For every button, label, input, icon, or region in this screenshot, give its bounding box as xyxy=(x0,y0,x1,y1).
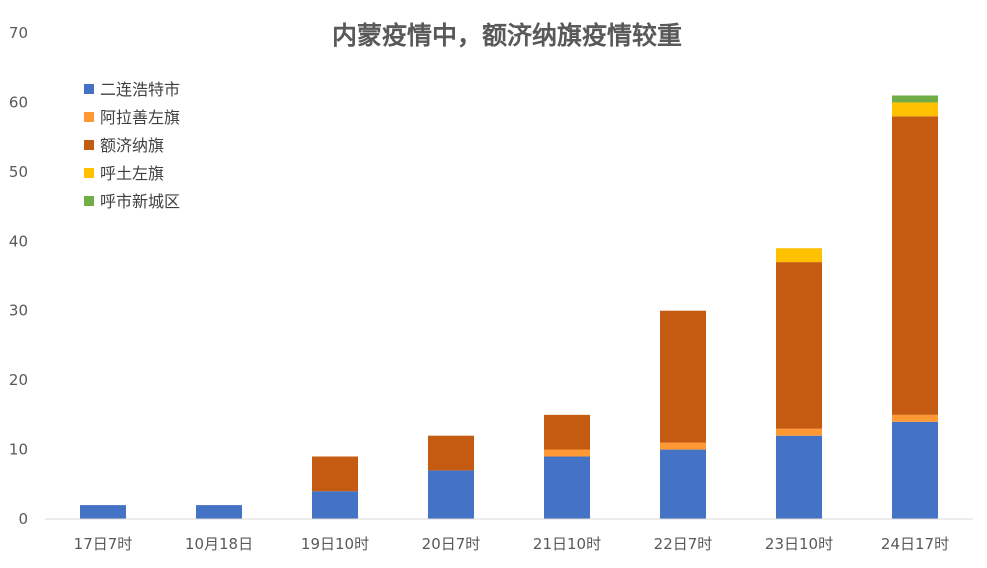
legend-label: 呼市新城区 xyxy=(100,192,180,211)
legend-label: 呼土左旗 xyxy=(100,164,164,183)
bar-segment xyxy=(660,310,706,443)
bar-segment xyxy=(776,428,822,436)
legend-label: 二连浩特市 xyxy=(100,80,180,99)
bar-segment xyxy=(544,456,590,519)
bar-segment xyxy=(660,449,706,519)
bar-segment xyxy=(892,421,938,519)
y-tick-label: 50 xyxy=(9,163,28,181)
bar-segment xyxy=(660,442,706,450)
bar-segment xyxy=(312,491,358,519)
bar-segment xyxy=(544,414,590,450)
y-tick-label: 0 xyxy=(18,510,28,528)
legend-swatch xyxy=(84,196,94,206)
y-tick-label: 60 xyxy=(9,93,28,111)
y-tick-label: 10 xyxy=(9,441,28,459)
x-axis: 17日7时 10月18日 19日10时 20日7时 21日10时 22日7时 23日10时 2… xyxy=(45,518,973,553)
x-tick-label: 19日10时 xyxy=(301,535,369,553)
bar-segment xyxy=(776,248,822,263)
bar-segment xyxy=(892,414,938,422)
x-tick-label: 23日10时 xyxy=(765,535,833,553)
x-tick-label: 17日7时 xyxy=(74,535,133,553)
x-tick-label: 24日17时 xyxy=(881,535,949,553)
x-tick-label: 10月18日 xyxy=(185,535,253,553)
bars xyxy=(80,95,938,519)
x-tick-label: 22日7时 xyxy=(654,535,713,553)
bar-segment xyxy=(776,435,822,519)
legend-label: 阿拉善左旗 xyxy=(100,108,180,127)
chart-title: 内蒙疫情中，额济纳旗疫情较重 xyxy=(332,21,682,50)
bar-segment xyxy=(892,102,938,117)
y-axis: 0 10 20 30 40 50 60 70 xyxy=(9,24,28,528)
y-tick-label: 20 xyxy=(9,371,28,389)
legend-label: 额济纳旗 xyxy=(100,136,164,155)
bar-segment xyxy=(312,456,358,492)
y-tick-label: 30 xyxy=(9,302,28,320)
bar-segment xyxy=(892,95,938,103)
legend-swatch xyxy=(84,168,94,178)
bar-segment xyxy=(80,505,126,519)
bar-segment xyxy=(892,116,938,415)
bar-segment xyxy=(196,505,242,519)
legend-swatch xyxy=(84,112,94,122)
bar-segment xyxy=(776,262,822,429)
bar-segment xyxy=(428,470,474,519)
bar-segment xyxy=(428,435,474,471)
y-tick-label: 40 xyxy=(9,232,28,250)
legend-swatch xyxy=(84,140,94,150)
x-tick-label: 21日10时 xyxy=(533,535,601,553)
x-tick-label: 20日7时 xyxy=(422,535,481,553)
legend-swatch xyxy=(84,84,94,94)
bar-segment xyxy=(544,449,590,457)
y-tick-label: 70 xyxy=(9,24,28,42)
